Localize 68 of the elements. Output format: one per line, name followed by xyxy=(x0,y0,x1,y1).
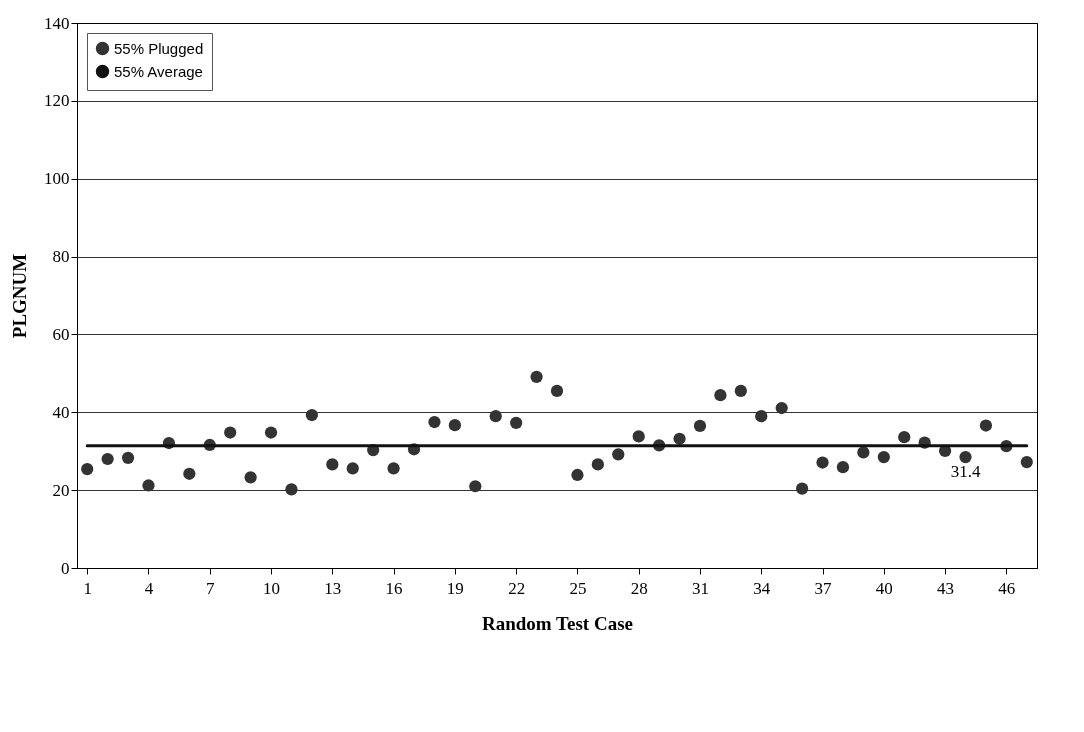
point xyxy=(836,461,850,474)
point xyxy=(81,463,94,476)
point xyxy=(959,450,972,464)
point xyxy=(550,384,564,397)
y-tick-label: 80 xyxy=(52,247,70,267)
point xyxy=(326,458,339,471)
x-tick-label: 22 xyxy=(508,578,526,598)
point xyxy=(489,410,502,423)
point xyxy=(612,448,625,461)
point xyxy=(142,479,155,492)
y-tick-label: 40 xyxy=(52,402,70,422)
point xyxy=(877,450,890,464)
x-tick-label: 40 xyxy=(875,578,893,598)
x-tick-label: 4 xyxy=(144,578,154,598)
point xyxy=(632,430,645,443)
x-tick-label: 46 xyxy=(998,578,1016,598)
y-tick-label: 0 xyxy=(61,558,70,578)
x-tick-label: 13 xyxy=(324,578,342,598)
point xyxy=(795,482,809,495)
y-axis-title: PLGNUM xyxy=(9,253,30,339)
x-tick-label: 43 xyxy=(937,578,955,598)
point xyxy=(101,452,114,466)
point xyxy=(244,471,257,484)
point xyxy=(734,384,747,397)
y-tick-label: 20 xyxy=(52,480,70,500)
point xyxy=(285,483,298,496)
point xyxy=(816,456,829,469)
point xyxy=(979,419,993,432)
point xyxy=(1020,456,1033,469)
point xyxy=(857,446,870,459)
x-tick-label: 25 xyxy=(569,578,587,598)
legend-label: 55% Average xyxy=(114,62,203,80)
x-tick-label: 19 xyxy=(446,578,464,598)
y-tick-label: 140 xyxy=(44,13,70,33)
y-tick-label: 120 xyxy=(44,91,70,111)
x-axis-title: Random Test Case xyxy=(482,612,633,634)
point xyxy=(673,432,686,445)
point xyxy=(591,458,604,471)
point xyxy=(510,416,523,429)
y-tick-label: 100 xyxy=(44,169,70,189)
point xyxy=(387,462,400,475)
x-tick-label: 31 xyxy=(691,578,709,598)
y-tick-label: 60 xyxy=(52,324,70,344)
point xyxy=(428,415,441,429)
point xyxy=(224,426,237,439)
x-tick-label: 34 xyxy=(753,578,771,598)
x-tick-label: 10 xyxy=(263,578,281,598)
x-tick-label: 16 xyxy=(385,578,403,598)
point xyxy=(121,451,135,464)
point xyxy=(755,410,768,423)
point xyxy=(714,389,727,402)
x-tick-label: 28 xyxy=(630,578,648,598)
point xyxy=(898,431,911,444)
point xyxy=(305,408,319,422)
x-tick-label: 37 xyxy=(814,578,833,598)
point xyxy=(183,467,196,480)
point xyxy=(264,426,278,439)
point xyxy=(693,419,707,433)
annotation: 31.4 xyxy=(950,461,981,481)
point xyxy=(530,370,543,383)
point xyxy=(346,462,359,475)
x-tick-label: 1 xyxy=(83,578,92,598)
point xyxy=(469,480,482,493)
legend-label: 55% Plugged xyxy=(114,39,204,57)
point xyxy=(775,401,788,415)
point xyxy=(448,419,461,432)
x-tick-label: 7 xyxy=(206,578,216,598)
point xyxy=(571,468,584,482)
